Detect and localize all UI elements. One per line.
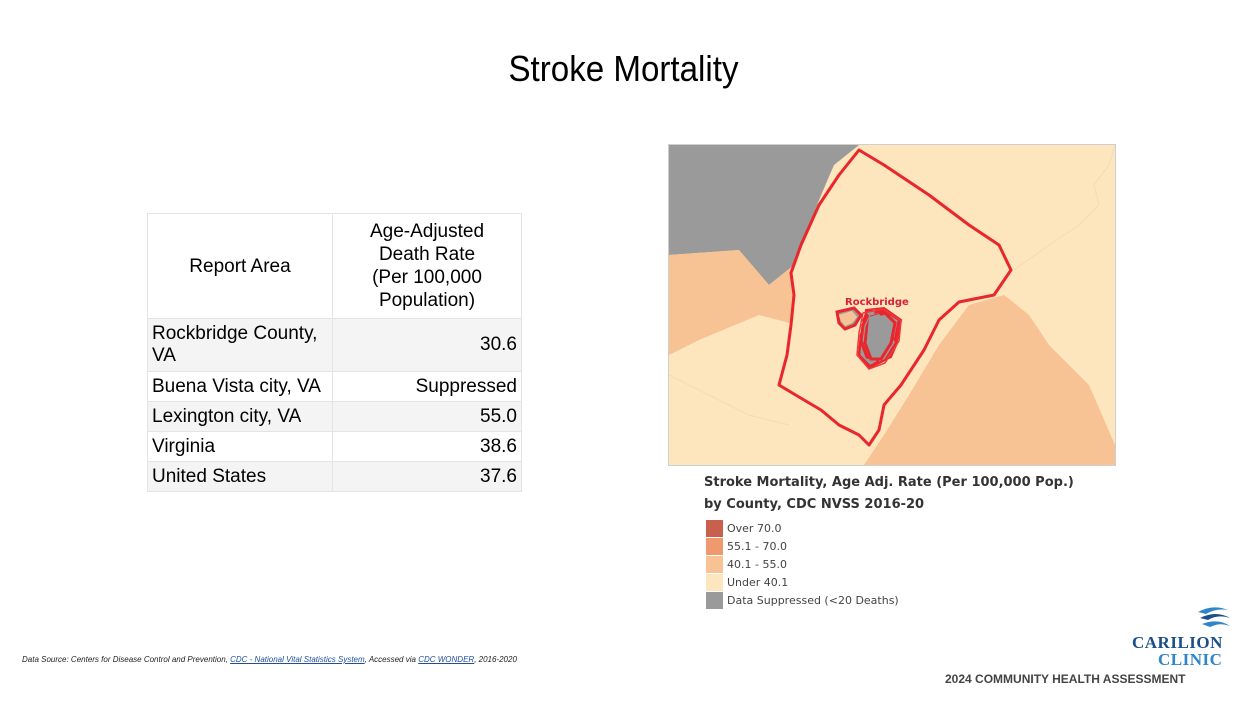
nvss-link[interactable]: CDC - National Vital Statistics System — [230, 655, 365, 664]
map-legend: Over 70.0 55.1 - 70.0 40.1 - 55.0 Under … — [706, 519, 899, 609]
suppressed-region — [669, 145, 859, 285]
legend-label: Over 70.0 — [727, 521, 782, 535]
legend-label: 55.1 - 70.0 — [727, 539, 787, 553]
report-name: 2024 COMMUNITY HEALTH ASSESSMENT — [945, 672, 1186, 686]
county-line — [1013, 145, 1115, 271]
legend-label: Under 40.1 — [727, 575, 789, 589]
row-area: Virginia — [147, 431, 333, 462]
table-row: Virginia 38.6 — [147, 431, 522, 462]
mortality-table: Report Area Age-Adjusted Death Rate (Per… — [147, 213, 522, 492]
header-line: Population) — [378, 290, 476, 311]
row-rate: 37.6 — [332, 461, 522, 492]
rockbridge-county-boundary — [777, 148, 1013, 447]
row-rate: 30.6 — [332, 318, 522, 372]
county-map-graphic — [669, 145, 1115, 465]
legend-item: 40.1 - 55.0 — [706, 555, 899, 573]
header-report-area: Report Area — [147, 213, 333, 319]
row-area-line: VA — [152, 345, 176, 366]
legend-item: Over 70.0 — [706, 519, 899, 537]
table-row: Rockbridge County, VA 30.6 — [147, 318, 522, 372]
carilion-logo-icon — [1198, 607, 1230, 627]
table-row: Lexington city, VA 55.0 — [147, 401, 522, 432]
cdc-wonder-link[interactable]: CDC WONDER — [418, 655, 475, 664]
row-rate: Suppressed — [332, 371, 522, 402]
table-header-row: Report Area Age-Adjusted Death Rate (Per… — [147, 213, 522, 319]
table-row: United States 37.6 — [147, 461, 522, 492]
row-rate: 38.6 — [332, 431, 522, 462]
row-area: United States — [147, 461, 333, 492]
county-map: Rockbridge — [668, 144, 1116, 466]
page-title: Stroke Mortality — [508, 48, 739, 89]
legend-item: 55.1 - 70.0 — [706, 537, 899, 555]
legend-title: Stroke Mortality, Age Adj. Rate (Per 100… — [704, 472, 1074, 516]
legend-item: Data Suppressed (<20 Deaths) — [706, 591, 899, 609]
logo-text-carilion: CARILION — [1132, 633, 1223, 652]
buena-vista-interior — [867, 314, 888, 351]
buena-vista-glow — [856, 308, 902, 370]
neighbor-county-west — [669, 250, 797, 355]
header-line: Age-Adjusted — [369, 221, 485, 242]
table-row: Buena Vista city, VA Suppressed — [147, 371, 522, 402]
header-death-rate: Age-Adjusted Death Rate (Per 100,000 Pop… — [332, 213, 522, 319]
legend-swatch — [706, 591, 723, 609]
legend-label: Data Suppressed (<20 Deaths) — [727, 593, 899, 607]
source-prefix: Data Source: Centers for Disease Control… — [22, 655, 231, 664]
row-area: Lexington city, VA — [147, 401, 333, 432]
row-area-line: Rockbridge County, — [152, 323, 318, 344]
logo-text-clinic: CLINIC — [1158, 650, 1223, 669]
header-line: Death Rate — [378, 244, 476, 265]
lexington-city-rate — [839, 311, 857, 326]
row-area: Buena Vista city, VA — [147, 371, 333, 402]
legend-label: 40.1 - 55.0 — [727, 557, 787, 571]
legend-title-line: by County, CDC NVSS 2016-20 — [704, 497, 925, 512]
legend-swatch — [706, 537, 723, 555]
map-county-label: Rockbridge — [845, 297, 909, 308]
source-suffix: , 2016-2020 — [474, 655, 517, 664]
legend-title-line: Stroke Mortality, Age Adj. Rate (Per 100… — [704, 475, 1074, 490]
legend-swatch — [706, 555, 723, 573]
legend-item: Under 40.1 — [706, 573, 899, 591]
legend-swatch — [706, 573, 723, 591]
row-area: Rockbridge County, VA — [147, 318, 333, 372]
county-line — [669, 374, 790, 426]
legend-swatch — [706, 519, 723, 537]
row-rate: 55.0 — [332, 401, 522, 432]
neighbor-county-southeast — [864, 295, 1115, 465]
source-mid: , Accessed via — [364, 655, 419, 664]
header-line: (Per 100,000 — [372, 267, 482, 288]
data-source-note: Data Source: Centers for Disease Control… — [22, 655, 517, 664]
